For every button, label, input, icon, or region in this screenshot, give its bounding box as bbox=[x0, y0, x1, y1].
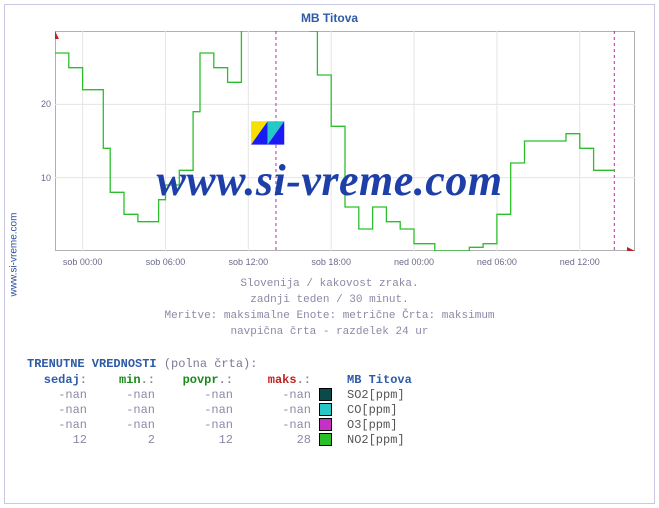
col-header-swatch-spacer bbox=[319, 373, 339, 387]
x-tick-label: ned 12:00 bbox=[560, 257, 600, 267]
legend-swatch bbox=[319, 433, 339, 447]
caption-line-3: Meritve: maksimalne Enote: metrične Črta… bbox=[5, 309, 654, 325]
legend-param: O3[ppm] bbox=[347, 418, 467, 432]
x-tick-label: sob 06:00 bbox=[146, 257, 186, 267]
legend-swatch bbox=[319, 418, 339, 432]
cell-now: 12 bbox=[27, 433, 87, 447]
cell-avg: -nan bbox=[163, 388, 233, 402]
y-axis-ticks: 10 20 bbox=[29, 31, 51, 251]
table-title-colon: : bbox=[250, 357, 257, 371]
chart-svg bbox=[55, 31, 635, 251]
col-header-station: MB Titova bbox=[347, 373, 467, 387]
cell-now: -nan bbox=[27, 388, 87, 402]
col-header-min: min.: bbox=[95, 373, 155, 387]
cell-min: -nan bbox=[95, 418, 155, 432]
x-axis-ticks: sob 00:00 sob 06:00 sob 12:00 sob 18:00 ned … bbox=[55, 257, 635, 271]
cell-now: -nan bbox=[27, 418, 87, 432]
legend-swatch bbox=[319, 403, 339, 417]
card: www.si-vreme.com MB Titova 10 20 sob 00:0… bbox=[4, 4, 655, 504]
x-tick-label: ned 00:00 bbox=[394, 257, 434, 267]
sidebar-source-label: www.si-vreme.com bbox=[5, 5, 23, 503]
cell-now: -nan bbox=[27, 403, 87, 417]
legend-swatch bbox=[319, 388, 339, 402]
cell-max: -nan bbox=[241, 403, 311, 417]
table-title-bold: TRENUTNE VREDNOSTI bbox=[27, 357, 157, 371]
caption-line-2: zadnji teden / 30 minut. bbox=[5, 293, 654, 309]
table-title-rest: (polna črta) bbox=[157, 357, 251, 371]
caption-line-1: Slovenija / kakovost zraka. bbox=[5, 277, 654, 293]
col-header-avg: povpr.: bbox=[163, 373, 233, 387]
cell-avg: -nan bbox=[163, 403, 233, 417]
chart-caption: Slovenija / kakovost zraka. zadnji teden… bbox=[5, 277, 654, 341]
legend-param: NO2[ppm] bbox=[347, 433, 467, 447]
x-tick-label: sob 18:00 bbox=[311, 257, 351, 267]
current-values-table: TRENUTNE VREDNOSTI (polna črta): sedaj: m… bbox=[27, 357, 632, 447]
legend-param: SO2[ppm] bbox=[347, 388, 467, 402]
col-header-max: maks.: bbox=[241, 373, 311, 387]
y-tick-label: 10 bbox=[41, 173, 51, 183]
chart-plot-area bbox=[55, 31, 635, 251]
x-tick-label: ned 06:00 bbox=[477, 257, 517, 267]
cell-max: -nan bbox=[241, 418, 311, 432]
caption-line-4: navpična črta - razdelek 24 ur bbox=[5, 325, 654, 341]
table-grid: sedaj:min.:povpr.:maks.:MB Titova-nan-na… bbox=[27, 373, 632, 447]
cell-avg: 12 bbox=[163, 433, 233, 447]
x-tick-label: sob 00:00 bbox=[63, 257, 103, 267]
cell-min: 2 bbox=[95, 433, 155, 447]
legend-param: CO[ppm] bbox=[347, 403, 467, 417]
col-header-now: sedaj: bbox=[27, 373, 87, 387]
table-title: TRENUTNE VREDNOSTI (polna črta): bbox=[27, 357, 632, 371]
cell-min: -nan bbox=[95, 403, 155, 417]
y-tick-label: 20 bbox=[41, 99, 51, 109]
cell-max: 28 bbox=[241, 433, 311, 447]
cell-max: -nan bbox=[241, 388, 311, 402]
x-tick-label: sob 12:00 bbox=[229, 257, 269, 267]
chart-title: MB Titova bbox=[5, 11, 654, 25]
cell-min: -nan bbox=[95, 388, 155, 402]
cell-avg: -nan bbox=[163, 418, 233, 432]
